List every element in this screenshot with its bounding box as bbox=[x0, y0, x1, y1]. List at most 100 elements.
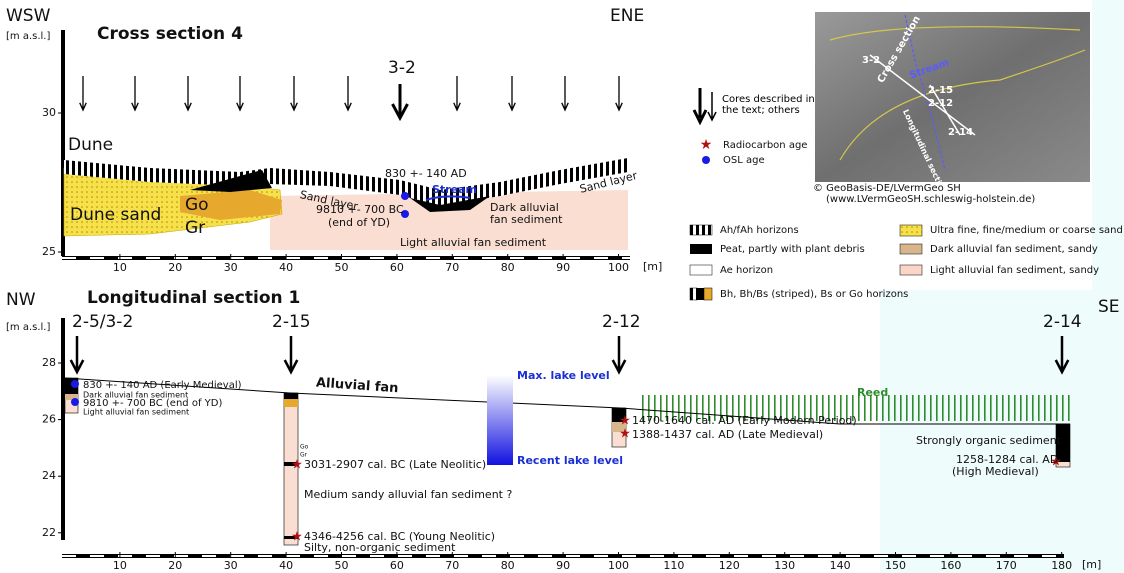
x-tick-label: 70 bbox=[445, 559, 459, 572]
axis-unit: [m] bbox=[643, 260, 662, 273]
x-tick-label: 70 bbox=[445, 261, 459, 274]
legend-swatch bbox=[690, 265, 712, 275]
x-tick-label: 160 bbox=[940, 559, 961, 572]
x-tick-label: 40 bbox=[279, 559, 293, 572]
map-label: 2-15 bbox=[928, 85, 953, 96]
legend-text: Ae horizon bbox=[720, 265, 773, 276]
legend-swatch bbox=[690, 225, 712, 235]
label: 1388-1437 cal. AD (Late Medieval) bbox=[632, 428, 823, 441]
radiocarbon-marker: ★ bbox=[291, 530, 303, 545]
osl-marker bbox=[71, 380, 79, 388]
x-tick-label: 150 bbox=[885, 559, 906, 572]
map-label: 2-12 bbox=[928, 98, 953, 109]
x-tick-label: 80 bbox=[501, 559, 515, 572]
x-tick-label: 60 bbox=[390, 559, 404, 572]
label: Gr bbox=[185, 218, 205, 238]
map-label: 3-2 bbox=[862, 55, 880, 66]
legend-swatch bbox=[704, 288, 712, 300]
x-tick-label: 50 bbox=[335, 261, 349, 274]
radiocarbon-marker: ★ bbox=[291, 458, 303, 473]
y-tick-label: 22 bbox=[42, 526, 56, 539]
x-tick-label: 40 bbox=[279, 261, 293, 274]
label: fan sediment bbox=[490, 213, 563, 226]
core-arrow bbox=[393, 84, 408, 118]
legend-dot bbox=[702, 156, 710, 164]
x-tick-label: 120 bbox=[719, 559, 740, 572]
core-label: 2-5/3-2 bbox=[72, 312, 133, 332]
x-tick-label: 10 bbox=[113, 261, 127, 274]
axis-unit: [m] bbox=[1082, 558, 1101, 571]
label: (end of YD) bbox=[328, 216, 390, 229]
label: 9810 +- 700 BC bbox=[316, 203, 404, 216]
x-tick-label: 140 bbox=[830, 559, 851, 572]
radiocarbon-marker: ★ bbox=[619, 427, 631, 442]
y-tick-label: 28 bbox=[42, 356, 56, 369]
core-label: 2-12 bbox=[602, 312, 641, 332]
background-tint bbox=[880, 290, 1124, 573]
core-label: 2-14 bbox=[1043, 312, 1082, 332]
core-arrow bbox=[285, 336, 298, 372]
label: Light alluvial fan sediment bbox=[400, 236, 547, 249]
label: 3031-2907 cal. BC (Late Neolitic) bbox=[304, 458, 486, 471]
axis-unit: [m a.s.l.] bbox=[6, 322, 50, 333]
label: Recent lake level bbox=[517, 454, 623, 467]
label: Silty, non-organic sediment bbox=[304, 541, 456, 554]
core-label: 2-15 bbox=[272, 312, 311, 332]
label: (High Medieval) bbox=[952, 465, 1039, 478]
legend-text: Cores described in the text; others bbox=[722, 94, 817, 116]
legend-swatch bbox=[690, 288, 697, 300]
x-tick-label: 110 bbox=[663, 559, 684, 572]
core-label: 3-2 bbox=[388, 58, 416, 78]
legend-swatch bbox=[900, 225, 922, 236]
legend-text: Ah/fAh horizons bbox=[720, 225, 799, 236]
legend-arrow bbox=[708, 92, 716, 120]
y-tick-label: 24 bbox=[42, 469, 56, 482]
legend-text: Bh, Bh/Bs (striped), Bs or Go horizons bbox=[720, 289, 908, 300]
core-arrows bbox=[80, 76, 623, 118]
figure: WSW ENE [m a.s.l.] Cross section 4 3-2 D… bbox=[0, 0, 1124, 573]
legend-swatch bbox=[690, 244, 712, 254]
label: Alluvial fan bbox=[315, 376, 398, 397]
x-tick-label: 180 bbox=[1051, 559, 1072, 572]
label: 1470-1640 cal. AD (Early Modern Period) bbox=[632, 414, 857, 427]
section-title: Cross section 4 bbox=[97, 24, 243, 44]
core-arrow bbox=[71, 336, 84, 372]
map-image bbox=[815, 12, 1090, 182]
label: Go bbox=[185, 195, 209, 215]
legend-arrow bbox=[694, 88, 706, 122]
core-layer bbox=[284, 393, 298, 399]
cross-section: WSW ENE [m a.s.l.] Cross section 4 3-2 D… bbox=[6, 6, 662, 273]
label: 830 +- 140 AD bbox=[385, 167, 467, 180]
legend-text: Peat, partly with plant debris bbox=[720, 244, 865, 255]
map: 3-2 Cross section Stream 2-15 2-12 Longi… bbox=[813, 12, 1090, 205]
y-tick-label: 26 bbox=[42, 413, 56, 426]
label: Go bbox=[300, 444, 309, 451]
x-tick-label: 90 bbox=[556, 559, 570, 572]
x-tick-label: 90 bbox=[556, 261, 570, 274]
legend-text: Ultra fine, fine/medium or coarse sand bbox=[930, 225, 1123, 236]
x-tick-label: 170 bbox=[996, 559, 1017, 572]
core-arrow bbox=[237, 76, 244, 110]
legend-text-box: Cores described in the text; others bbox=[722, 94, 817, 126]
axis-unit: [m a.s.l.] bbox=[6, 31, 50, 42]
core-arrow bbox=[616, 76, 623, 110]
map-credit: © GeoBasis-DE/LVermGeo SH bbox=[813, 183, 961, 194]
label: Strongly organic sediment bbox=[916, 434, 1062, 447]
osl-marker bbox=[71, 398, 79, 406]
direction-label: ENE bbox=[610, 6, 644, 26]
y-tick-label: 30 bbox=[42, 106, 56, 119]
core-arrow bbox=[80, 76, 87, 110]
label: Light alluvial fan sediment bbox=[83, 408, 189, 417]
label: Reed bbox=[857, 386, 888, 399]
x-tick-label: 20 bbox=[168, 261, 182, 274]
direction-label: SE bbox=[1098, 297, 1120, 317]
x-tick-label: 100 bbox=[608, 261, 629, 274]
x-tick-label: 10 bbox=[113, 559, 127, 572]
label: Stream bbox=[432, 183, 477, 196]
label: Dune sand bbox=[70, 205, 161, 225]
legend-swatch bbox=[900, 265, 922, 275]
map-credit: (www.LVermGeoSH.schleswig-holstein.de) bbox=[826, 194, 1035, 205]
x-tick-label: 130 bbox=[774, 559, 795, 572]
label: Max. lake level bbox=[517, 369, 610, 382]
x-tick-label: 30 bbox=[224, 559, 238, 572]
